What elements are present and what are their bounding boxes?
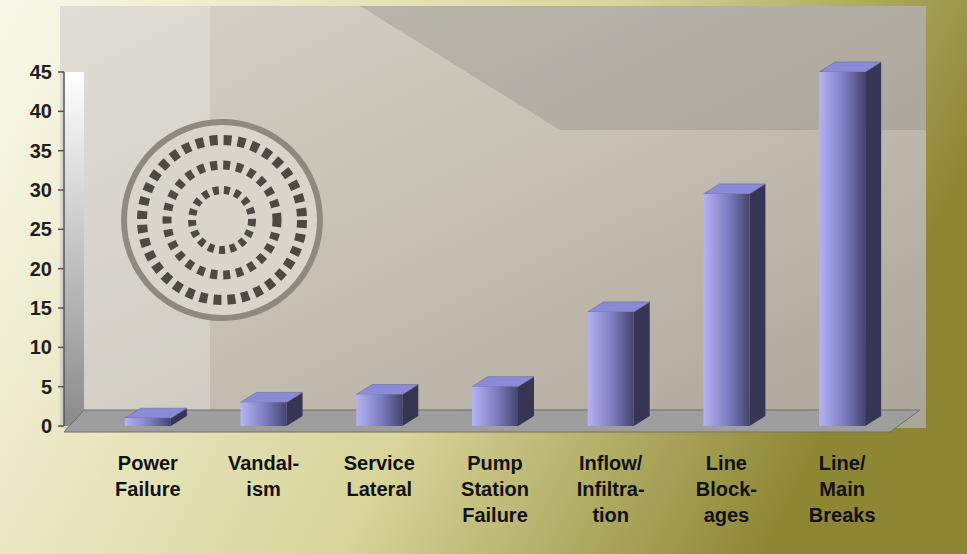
y-tick — [58, 71, 64, 73]
y-tick-label: 5 — [41, 376, 52, 398]
y-tick-label: 15 — [30, 297, 52, 319]
y-tick-label: 40 — [30, 100, 52, 122]
x-tick-label-line: ages — [704, 504, 750, 526]
manhole — [124, 122, 320, 318]
x-tick-label: Line/Main Breaks — [809, 452, 876, 526]
x-tick-label-line: Inflow/ — [579, 452, 643, 474]
bars — [125, 62, 881, 426]
x-tick-label-line: Pump — [467, 452, 523, 474]
y-tick-label: 20 — [30, 258, 52, 280]
x-tick-label-line: Vandal- — [228, 452, 299, 474]
y-tick — [58, 386, 64, 388]
y-tick-label: 25 — [30, 218, 52, 240]
x-tick-label-line: Service — [344, 452, 415, 474]
x-tick-label-line: Failure — [462, 504, 528, 526]
x-tick-label: Vandal-ism — [228, 452, 299, 500]
y-tick-label: 0 — [41, 415, 52, 437]
background — [0, 0, 967, 554]
x-tick-label-line: Failure — [115, 478, 181, 500]
y-tick-label: 10 — [30, 336, 52, 358]
y-tick-label: 45 — [30, 61, 52, 83]
y-tick — [58, 347, 64, 349]
x-tick-label-line: Breaks — [809, 504, 876, 526]
bar-side — [749, 184, 765, 426]
bar — [588, 302, 650, 426]
x-tick-label-line: Station — [461, 478, 529, 500]
bar — [356, 385, 418, 426]
bar-top — [472, 377, 534, 387]
manhole-pattern — [167, 165, 277, 275]
bar-front — [819, 72, 865, 426]
bar — [241, 392, 303, 426]
manhole-pattern — [192, 190, 252, 250]
x-tick-label-line: Line — [706, 452, 747, 474]
bar-front — [241, 402, 287, 426]
x-tick-label-line: ism — [246, 478, 280, 500]
y-tick — [58, 307, 64, 309]
x-tick-label: Line Block-ages — [696, 452, 757, 526]
manhole-pattern — [142, 140, 302, 300]
y-tick-label: 30 — [30, 179, 52, 201]
bar-top — [588, 302, 650, 312]
x-tick-label-line: Line/ — [819, 452, 866, 474]
x-tick-label-line: Infiltra- — [577, 478, 645, 500]
bar-top — [125, 408, 187, 418]
y-tick — [58, 425, 64, 427]
x-tick-label-line: tion — [592, 504, 629, 526]
bar-front — [703, 194, 749, 426]
bar-front — [472, 387, 518, 426]
bar-front — [125, 418, 171, 426]
bar-top — [819, 62, 881, 72]
y-tick-label: 35 — [30, 140, 52, 162]
x-tick-label: Service Lateral — [344, 452, 415, 500]
bar — [472, 377, 534, 426]
x-tick-label-line: Power — [118, 452, 178, 474]
bar — [703, 184, 765, 426]
bar — [819, 62, 881, 426]
y-axis — [63, 72, 65, 426]
y-tick — [58, 111, 64, 113]
bar-front — [356, 395, 402, 426]
y-tick — [58, 189, 64, 191]
bar-top — [703, 184, 765, 194]
photo-area — [60, 6, 926, 428]
y-tick — [58, 150, 64, 152]
bar-side — [865, 62, 881, 426]
x-tick-label-line: Main — [819, 478, 865, 500]
y-tick — [58, 268, 64, 270]
bar-top — [241, 392, 303, 402]
bar-side — [634, 302, 650, 426]
x-tick-label: Inflow/Infiltra-tion — [577, 452, 645, 526]
chart: 0 5 10 15 20 25 30 35 40 45 Power Failure Vandal-ism… — [0, 0, 967, 554]
x-tick-label-line: Lateral — [346, 478, 412, 500]
x-tick-label: Pump Station Failure — [461, 452, 529, 526]
wall — [64, 72, 84, 426]
bar-front — [588, 312, 634, 426]
bar-top — [356, 385, 418, 395]
x-tick-label-line: Block- — [696, 478, 757, 500]
bar — [125, 408, 187, 426]
x-tick-label: Power Failure — [115, 452, 181, 500]
y-tick — [58, 229, 64, 231]
